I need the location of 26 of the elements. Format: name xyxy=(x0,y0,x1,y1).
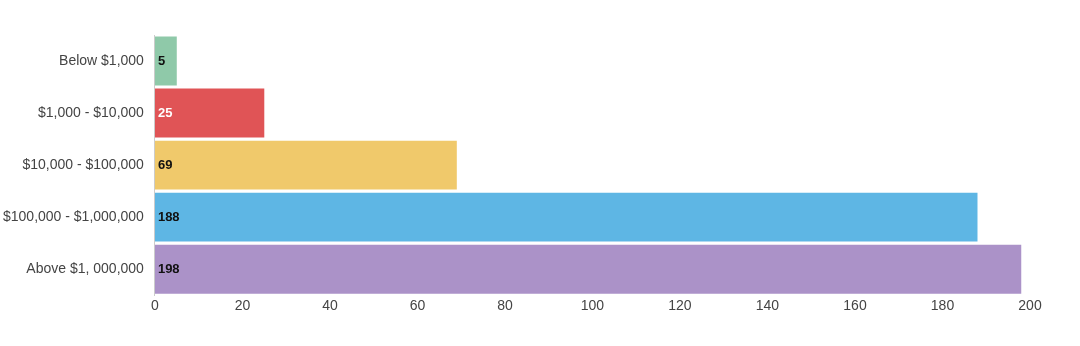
bar xyxy=(154,36,177,86)
x-tick-label: 120 xyxy=(668,297,692,314)
y-tick-label: $1,000 - $10,000 xyxy=(38,103,145,120)
data-label: 5 xyxy=(157,52,166,68)
x-tick-label: 180 xyxy=(930,297,955,314)
x-tick-label: 20 xyxy=(234,297,251,314)
bar xyxy=(154,88,265,138)
data-label: 198 xyxy=(157,260,180,276)
y-tick-label: $10,000 - $100,000 xyxy=(22,155,145,172)
y-tick-label: Below $1,000 xyxy=(59,51,145,68)
bar xyxy=(154,140,457,190)
data-label: 188 xyxy=(157,208,180,224)
y-tick-label: Above $1, 000,000 xyxy=(26,260,145,277)
y-tick-label: $100,000 - $1,000,000 xyxy=(3,208,145,224)
x-tick-label: 200 xyxy=(1018,297,1042,314)
x-tick-label: 100 xyxy=(580,297,605,314)
data-label: 25 xyxy=(157,104,173,120)
x-tick-label: 160 xyxy=(843,297,867,314)
x-tick-label: 140 xyxy=(755,297,780,314)
x-tick-label: 40 xyxy=(322,297,338,314)
data-label: 69 xyxy=(157,156,173,172)
x-tick-label: 80 xyxy=(497,297,513,314)
bar xyxy=(154,192,978,242)
x-tick-label: 60 xyxy=(409,297,426,314)
x-tick-label: 0 xyxy=(151,297,159,314)
bar xyxy=(154,244,1022,294)
